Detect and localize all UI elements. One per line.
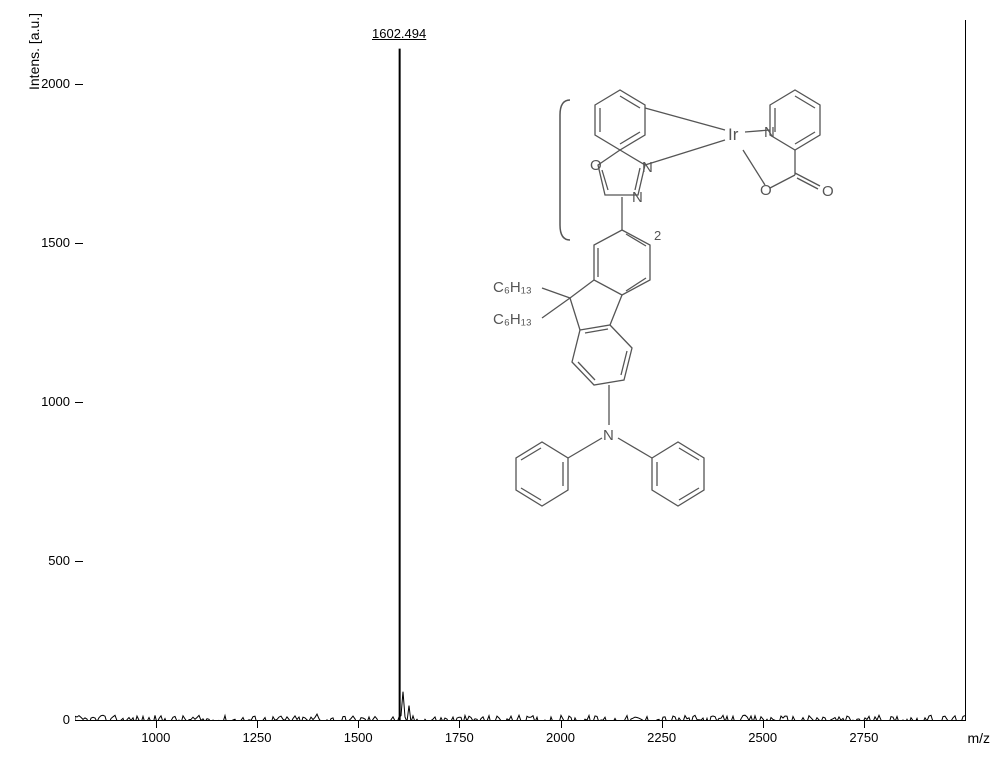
ir-atom-label: Ir	[728, 125, 739, 144]
y-tick-label: 1000	[30, 394, 70, 409]
y-tick-label: 1500	[30, 235, 70, 250]
x-tick-label: 2000	[536, 730, 586, 745]
o-atom-label: O	[760, 182, 772, 199]
y-tick-label: 0	[30, 712, 70, 727]
mass-spectrum-figure: Intens. [a.u.] 0 500 1000 1500 2000 1000…	[0, 0, 1000, 768]
x-axis-label: m/z	[967, 730, 990, 746]
n-atom-label: N	[603, 427, 614, 444]
x-tick	[662, 720, 663, 728]
x-tick	[358, 720, 359, 728]
n-atom-label: N	[632, 189, 643, 206]
x-tick	[257, 720, 258, 728]
x-tick	[864, 720, 865, 728]
x-tick	[459, 720, 460, 728]
y-tick-label: 500	[30, 553, 70, 568]
o-atom-label: O	[822, 183, 834, 200]
x-tick-label: 1250	[232, 730, 282, 745]
x-tick	[156, 720, 157, 728]
y-tick-label: 2000	[30, 76, 70, 91]
y-tick	[75, 720, 83, 721]
o-atom-label: O	[590, 157, 602, 174]
x-tick-label: 2250	[637, 730, 687, 745]
hexyl-label: C₆H₁₃	[493, 311, 532, 328]
x-tick-label: 2750	[839, 730, 889, 745]
x-tick-label: 1000	[131, 730, 181, 745]
x-tick-label: 1750	[434, 730, 484, 745]
x-tick	[561, 720, 562, 728]
hexyl-label: C₆H₁₃	[493, 279, 532, 296]
x-tick-label: 1500	[333, 730, 383, 745]
chemical-structure: Ir N O O O N N 2 C₆H₁₃ C₆H₁₃ N	[450, 70, 910, 610]
bracket-subscript: 2	[654, 228, 661, 243]
x-tick	[763, 720, 764, 728]
x-tick-label: 2500	[738, 730, 788, 745]
n-atom-label: N	[764, 124, 775, 141]
n-atom-label: N	[642, 159, 653, 176]
